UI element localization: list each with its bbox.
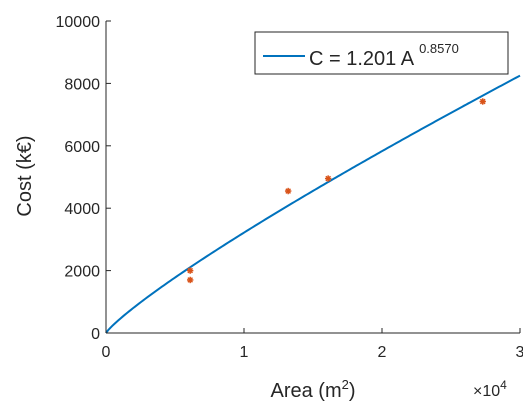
data-point xyxy=(186,276,194,284)
y-tick-label: 6000 xyxy=(64,139,100,156)
fit-curve xyxy=(105,74,521,334)
data-point xyxy=(324,175,332,182)
legend-entry: C = 1.201 A 0.8570 xyxy=(309,41,459,70)
data-point xyxy=(479,98,486,105)
y-tick-label: 0 xyxy=(91,326,100,343)
y-tick-label: 2000 xyxy=(64,264,100,281)
plot-area xyxy=(105,74,521,334)
x-axis-label-close: ) xyxy=(349,380,356,402)
x-tick-label: 1 xyxy=(240,344,249,361)
data-point xyxy=(186,267,194,274)
y-tick-label: 10000 xyxy=(56,14,101,31)
x-axis-multiplier: ×104 xyxy=(473,378,507,400)
data-point-stroke xyxy=(285,188,291,194)
y-axis-label: Cost (k€) xyxy=(14,135,36,216)
legend: C = 1.201 A 0.8570 xyxy=(254,31,509,75)
x-axis-label-superscript: 2 xyxy=(342,377,349,392)
data-point-stroke xyxy=(479,98,486,105)
x-axis-multiplier-base: ×10 xyxy=(473,383,500,400)
x-tick-label: 0 xyxy=(102,344,111,361)
x-tick-label: 3 xyxy=(516,344,523,361)
x-axis-multiplier-exponent: 4 xyxy=(500,378,507,392)
legend-entry-text: C = 1.201 A xyxy=(309,48,415,70)
legend-entry-exponent: 0.8570 xyxy=(419,41,459,56)
ticks: 0 1 2 3 0 2000 4000 6000 8000 10000 xyxy=(56,14,523,361)
legend-box xyxy=(254,31,509,75)
y-tick-label: 8000 xyxy=(64,76,100,93)
axes xyxy=(105,21,520,334)
x-axis-label: Area (m2) xyxy=(270,377,355,402)
data-point-stroke xyxy=(325,175,332,182)
data-point xyxy=(284,187,292,195)
data-point-stroke xyxy=(187,277,194,283)
y-tick-label: 4000 xyxy=(64,201,100,218)
data-point-stroke xyxy=(187,267,194,274)
x-tick-label: 2 xyxy=(378,344,387,361)
x-axis-label-text: Area (m xyxy=(270,380,341,402)
